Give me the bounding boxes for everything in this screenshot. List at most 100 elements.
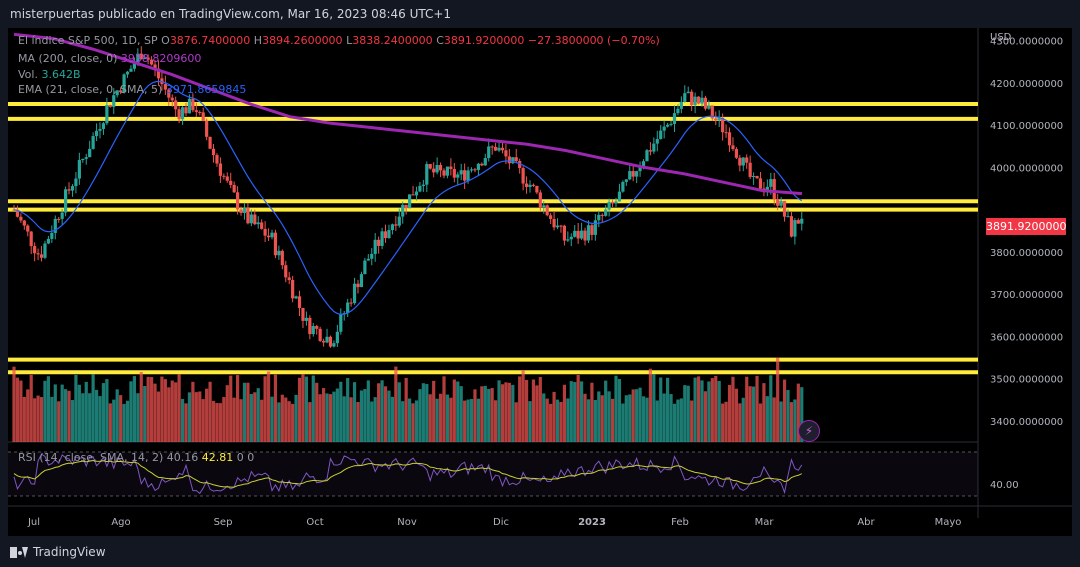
- volume-bar: [287, 401, 291, 442]
- candle-body: [686, 91, 690, 94]
- volume-bar: [645, 397, 649, 442]
- candle-body: [507, 156, 511, 164]
- candle-body: [387, 230, 391, 239]
- volume-bar: [332, 391, 336, 442]
- candle-body: [758, 178, 763, 189]
- candle-body: [469, 169, 474, 171]
- volume-bar: [146, 376, 150, 442]
- candle-body: [538, 192, 542, 208]
- volume-bar: [590, 382, 594, 442]
- low-value: 3838.2400000: [352, 34, 433, 47]
- x-tick-label: Feb: [671, 517, 689, 528]
- y-tick-label: 3400.0000000: [990, 417, 1063, 428]
- volume-bar: [246, 382, 250, 442]
- volume-bar: [597, 391, 601, 442]
- volume-bar: [46, 376, 50, 442]
- candle-body: [432, 168, 436, 173]
- x-tick-label: Mar: [755, 517, 775, 528]
- volume-bar: [638, 387, 642, 442]
- volume-bar: [318, 394, 322, 442]
- y-tick-label: 3500.0000000: [990, 375, 1063, 386]
- candle-body: [332, 343, 336, 347]
- candle-body: [776, 198, 780, 206]
- candle-body: [115, 90, 119, 96]
- volume-bar: [748, 386, 752, 442]
- volume-bar: [494, 400, 498, 442]
- chart-area[interactable]: USD 4300.0000000 4200.0000000 4100.0000000 4…: [8, 28, 1072, 536]
- volume-bar: [249, 393, 253, 442]
- candle-body: [607, 201, 611, 210]
- candle-body: [136, 53, 140, 64]
- rsi-legend: RSI (14, close, SMA, 14, 2) 40.16 42.81 …: [18, 451, 255, 464]
- candle-body: [494, 147, 498, 151]
- volume-bar: [328, 394, 333, 442]
- candle-body: [782, 200, 787, 217]
- candle-body: [452, 169, 456, 178]
- candle-body: [177, 109, 181, 120]
- volume-bar: [693, 377, 697, 442]
- volume-bar: [266, 371, 271, 442]
- candle-body: [703, 97, 708, 109]
- volume-bar: [624, 395, 628, 442]
- x-tick-label: 2023: [578, 517, 606, 528]
- candle-body: [514, 157, 518, 162]
- candle-body: [631, 171, 635, 177]
- volume-bar: [184, 403, 188, 442]
- lightning-icon[interactable]: ⚡: [798, 420, 820, 442]
- candle-body: [36, 253, 40, 255]
- candle-body: [586, 225, 591, 241]
- candle-body: [225, 176, 229, 181]
- candle-body: [194, 110, 198, 112]
- volume-bar: [346, 378, 350, 442]
- volume-bar: [659, 377, 663, 442]
- volume-bar: [765, 396, 769, 442]
- candle-body: [322, 340, 326, 343]
- volume-bar: [57, 401, 61, 442]
- volume-bar: [349, 397, 353, 442]
- candle-body: [50, 232, 54, 239]
- volume-bar: [33, 398, 37, 442]
- candle-body: [352, 283, 357, 304]
- candle-body: [294, 296, 298, 299]
- candle-body: [524, 183, 529, 187]
- volume-bar: [586, 399, 591, 442]
- candle-body: [156, 68, 161, 79]
- y-tick-label: 4000.0000000: [990, 163, 1063, 174]
- volume-bar: [77, 384, 81, 442]
- volume-bar: [390, 396, 394, 442]
- close-value: 3891.9200000: [443, 34, 525, 47]
- volume-bar: [738, 403, 742, 442]
- volume-bar: [401, 401, 405, 442]
- volume-bar: [311, 375, 315, 442]
- candle-body: [215, 155, 219, 164]
- volume-bar: [129, 381, 133, 442]
- candle-body: [146, 57, 150, 60]
- last-price-tag: 3891.9200000: [986, 218, 1067, 235]
- candle-body: [800, 218, 804, 224]
- volume-bar: [717, 380, 721, 442]
- volume-bar: [542, 393, 546, 442]
- volume-bar: [480, 386, 484, 442]
- candle-body: [559, 225, 563, 227]
- volume-bar: [731, 376, 735, 442]
- volume-bar: [263, 376, 267, 442]
- candle-body: [232, 184, 236, 193]
- volume-bar: [242, 382, 247, 442]
- volume-bar: [552, 391, 556, 442]
- volume-bar: [411, 403, 415, 442]
- volume-bar: [194, 392, 198, 442]
- candle-body: [33, 246, 37, 254]
- candle-body: [786, 216, 790, 218]
- volume-bar: [315, 382, 319, 442]
- candle-body: [167, 89, 171, 98]
- volume-bar: [239, 399, 243, 442]
- candle-body: [531, 184, 536, 186]
- candle-body: [359, 274, 364, 288]
- candle-body: [463, 170, 467, 181]
- volume-bar: [707, 381, 711, 442]
- candle-body: [745, 157, 749, 163]
- volume-bar: [342, 396, 346, 442]
- candle-body: [641, 161, 646, 167]
- candle-body: [74, 178, 78, 187]
